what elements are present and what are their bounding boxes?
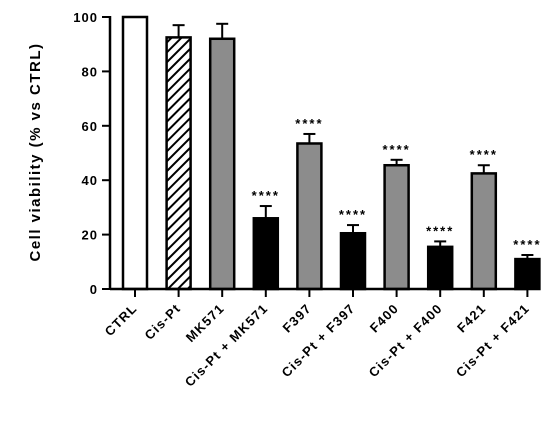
bar [165,36,192,291]
x-tick-label: Cis-Pt [141,301,183,343]
significance-label: **** [339,207,367,222]
x-tick-label: MK571 [183,301,227,345]
y-axis-label: Cell viability (% vs CTRL) [27,42,44,261]
error-bars-group [172,22,534,260]
x-tick-label: Cis-Pt + F421 [453,301,533,381]
y-tick-label: 60 [82,119,98,134]
y-tick-label: 80 [82,64,98,79]
bar [383,163,410,291]
significance-label: **** [295,116,323,131]
bar [470,172,498,291]
bar [426,245,454,291]
y-tick-label: 100 [73,10,98,25]
significance-label: **** [470,147,498,162]
bar [296,142,323,291]
significance-label: **** [513,237,541,252]
significance-label: **** [252,188,280,203]
bar [339,231,367,291]
significance-label: **** [426,223,454,238]
x-tick-label: Cis-Pt + F400 [366,301,446,381]
y-tick-label: 0 [90,282,98,297]
x-tick-label: CTRL [102,301,141,340]
significance-group: **** **** **** **** **** **** **** [252,116,541,252]
x-tick-label: Cis-Pt + F397 [278,301,358,381]
bar [208,37,236,291]
y-tick-label: 40 [82,173,98,188]
y-tick-label: 20 [82,228,98,243]
bar [514,257,541,291]
x-tick-label: F400 [367,301,402,336]
bar [121,15,149,291]
x-tick-label: Cis-Pt + MK571 [182,301,271,390]
x-tick-label: F397 [280,301,315,336]
significance-label: **** [382,142,410,157]
y-axis: 0 20 40 60 80 100 [73,10,112,297]
bar [252,217,280,291]
x-tick-label: F421 [454,301,489,336]
